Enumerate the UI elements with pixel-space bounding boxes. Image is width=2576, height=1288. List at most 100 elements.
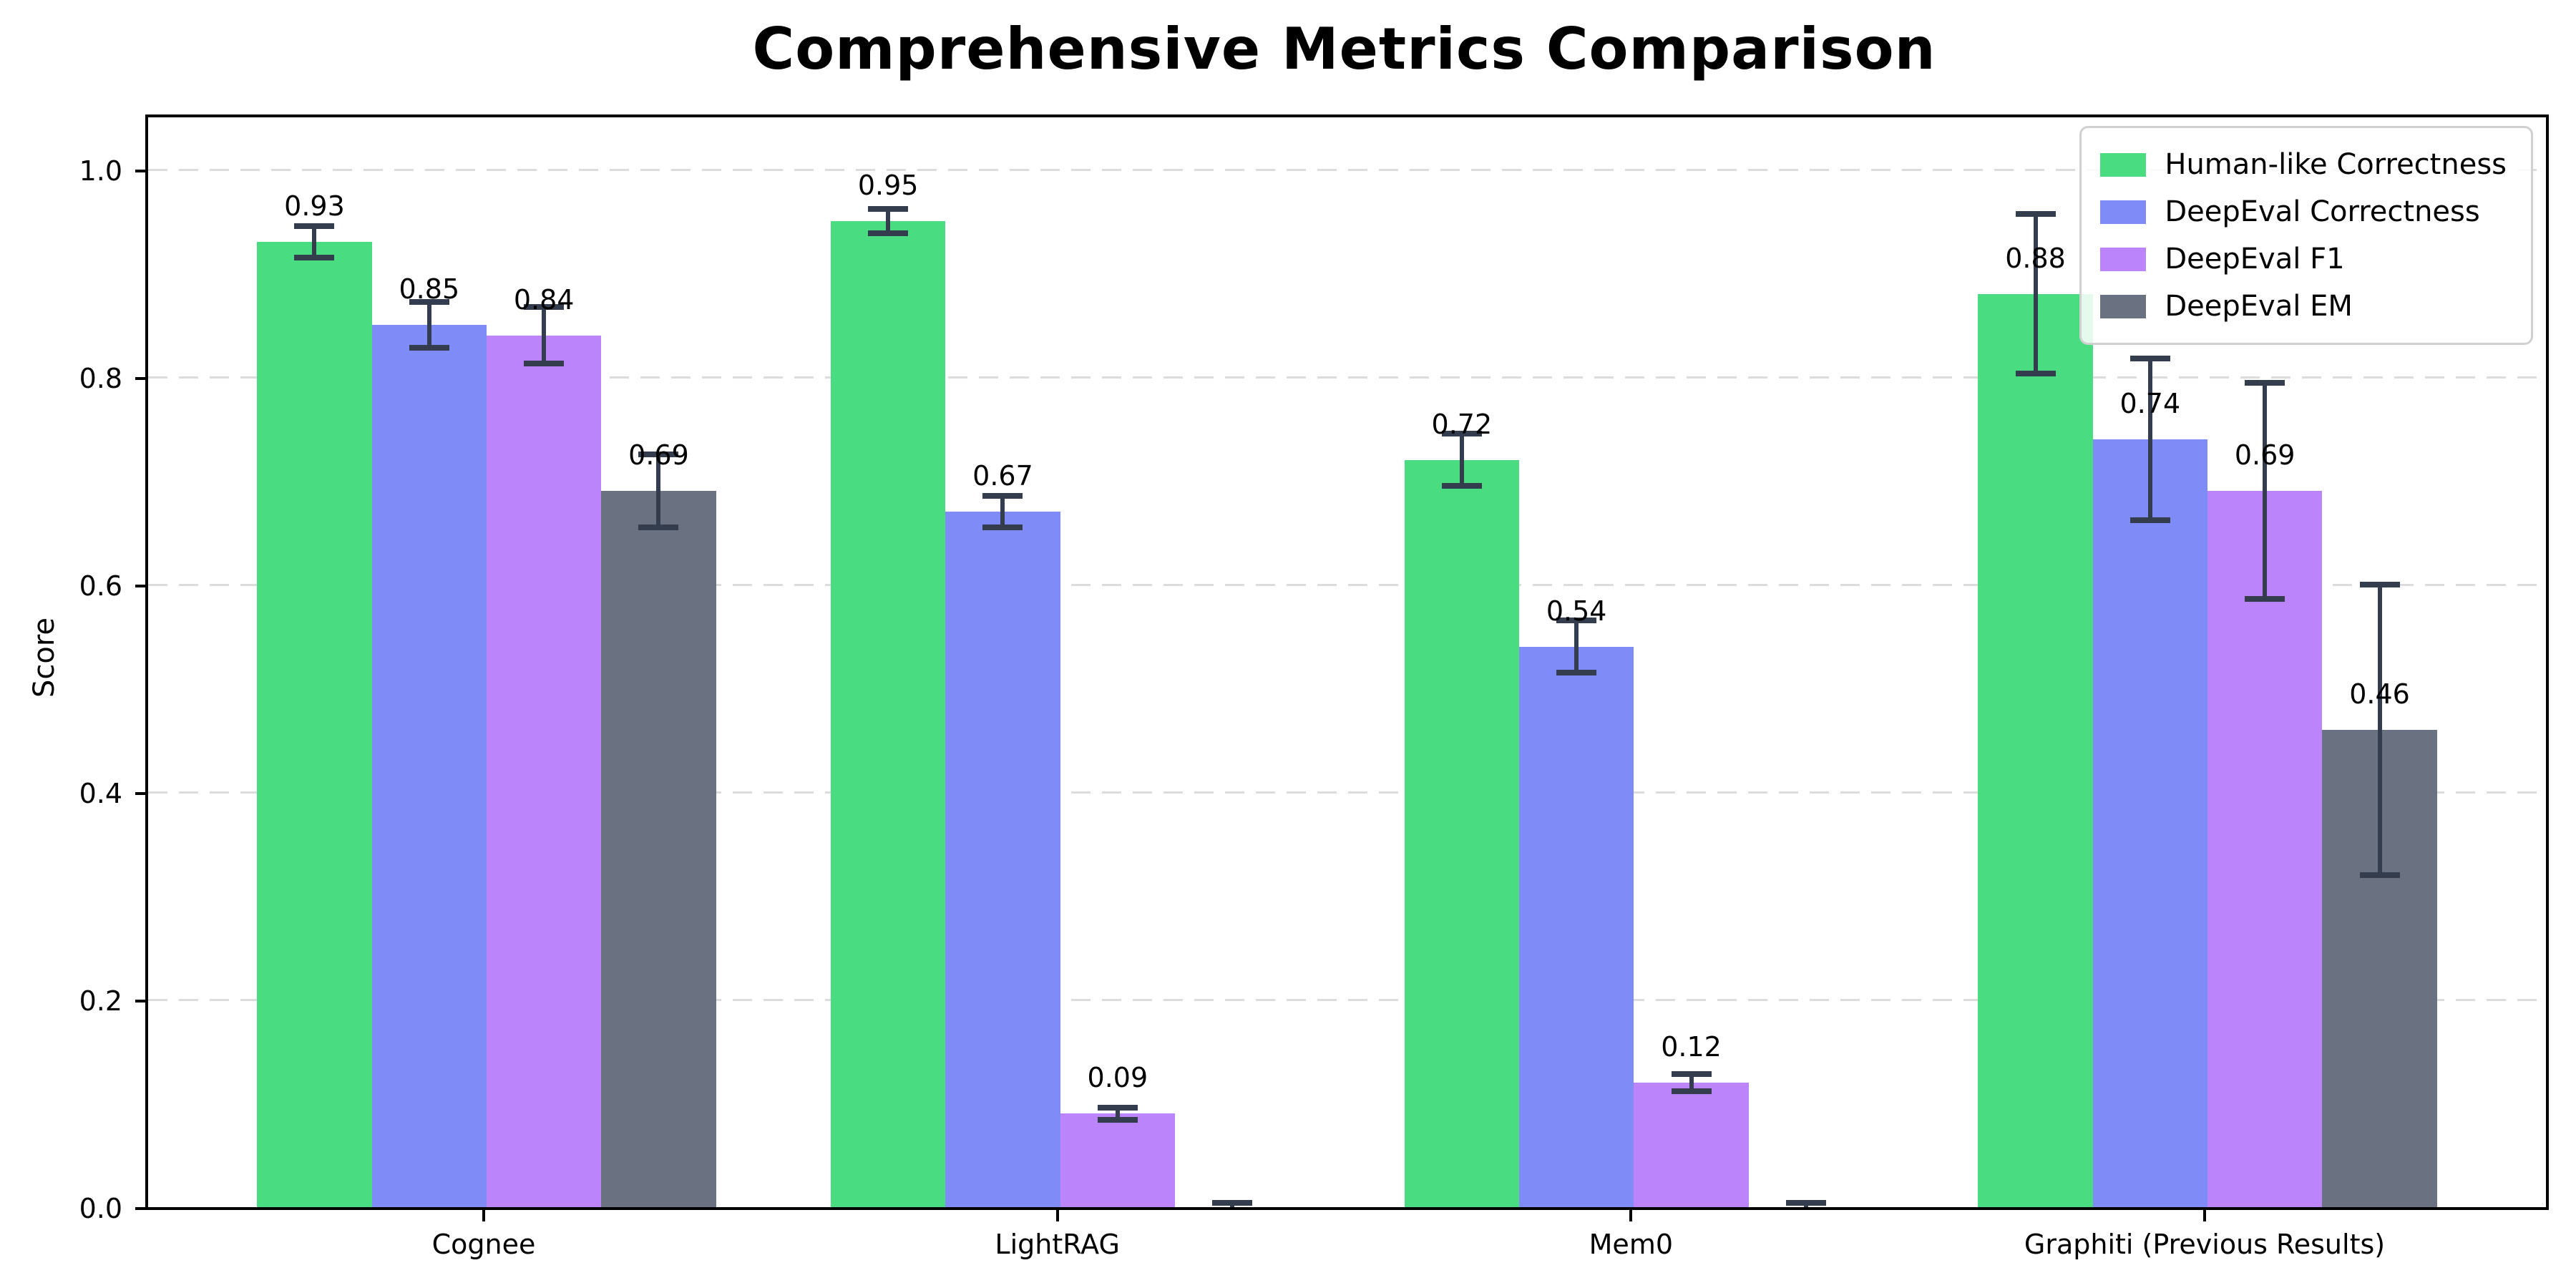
bar [371,325,487,1207]
y-tick-mark [135,791,147,795]
y-tick-mark [135,169,147,172]
bar-value-label: 0.84 [513,283,575,316]
legend-label: DeepEval F1 [2165,243,2345,275]
error-bar-line [542,307,547,364]
error-bar-cap-bottom [2015,371,2056,377]
x-tick-label: Mem0 [1589,1229,1674,1260]
gridline [148,376,2546,379]
bar [1634,1082,1749,1207]
legend-swatch [2100,200,2147,224]
legend-swatch [2100,294,2147,318]
bar-value-label: 0.46 [2349,678,2410,710]
error-bar-line [2033,213,2038,374]
error-bar-line [426,302,431,348]
error-bar-cap-bottom [409,345,449,351]
error-bar-line [1000,496,1005,527]
error-bar-cap-top [1212,1200,1253,1206]
legend-item: DeepEval EM [2100,283,2507,330]
bar-value-label: 0.69 [2234,439,2296,472]
error-bar-cap-top [868,205,909,212]
x-tick-mark [1629,1210,1633,1221]
error-bar-cap-bottom [638,524,679,530]
x-tick-label: Graphiti (Previous Results) [2024,1229,2386,1260]
bar-value-label: 0.72 [1431,408,1493,440]
error-bar-cap-bottom [868,230,909,237]
legend-swatch [2100,247,2147,271]
bar-value-label: 0.67 [972,460,1033,492]
y-tick-label: 0.8 [79,362,122,394]
bar [945,512,1060,1207]
error-bar-cap-top [2015,210,2056,217]
error-bar-line [1115,1107,1120,1121]
y-tick-label: 0.2 [79,985,122,1017]
gridline [148,583,2546,586]
error-bar-cap-top [638,452,679,458]
legend-item: DeepEval F1 [2100,235,2507,283]
bar-value-label: 0.93 [284,190,345,223]
error-bar-cap-bottom [1556,670,1597,675]
x-tick-mark [2203,1210,2206,1221]
y-tick-label: 1.0 [79,155,122,187]
y-tick-mark [135,584,147,587]
bar-value-label: 0.95 [857,170,919,202]
bar [1519,646,1634,1207]
error-bar-line [1689,1074,1694,1091]
error-bar-cap-bottom [982,524,1023,530]
error-bar-line [312,226,317,258]
error-bar-cap-top [1441,431,1482,437]
x-tick-label: LightRAG [995,1229,1120,1260]
error-bar-line [1459,434,1464,486]
bar [601,491,716,1207]
legend-label: Human-like Correctness [2165,148,2507,181]
bar [830,221,946,1207]
bar [2092,439,2207,1207]
error-bar-cap-top [2245,380,2285,386]
error-bar-cap-top [524,304,565,311]
x-tick-mark [482,1210,485,1221]
y-tick-label: 0.6 [79,570,122,602]
legend: Human-like Correctness DeepEval Correctne… [2079,126,2533,345]
error-bar-cap-bottom [1212,1209,1252,1210]
error-bar-line [2263,383,2268,599]
bar [1060,1113,1175,1207]
bar [1404,459,1519,1207]
error-bar-cap-top [982,493,1023,499]
error-bar-cap-bottom [1671,1088,1712,1094]
error-bar-cap-bottom [1441,482,1482,489]
error-bar-cap-bottom [2129,517,2170,523]
bar-value-label: 0.69 [628,439,689,472]
error-bar-cap-bottom [2359,872,2400,878]
error-bar-cap-bottom [1097,1117,1138,1123]
gridline [148,791,2546,794]
y-tick-label: 0.0 [79,1193,122,1224]
legend-item: DeepEval Correctness [2100,188,2507,235]
bar [257,242,372,1207]
legend-item: Human-like Correctness [2100,141,2507,188]
error-bar-cap-top [1785,1200,1826,1206]
y-tick-mark [135,999,147,1002]
bar-value-label: 0.74 [2119,387,2181,419]
bar-value-label: 0.54 [1546,595,1607,627]
error-bar-cap-top [294,223,335,230]
error-bar-cap-top [1556,618,1597,624]
x-tick-label: Cognee [431,1229,536,1260]
error-bar-line [656,454,661,527]
error-bar-cap-bottom [2245,596,2285,602]
legend-label: DeepEval EM [2165,290,2353,323]
y-axis-label: Score [28,617,61,698]
y-tick-label: 0.4 [79,777,122,809]
error-bar-cap-top [2129,355,2170,361]
bar-value-label: 0.88 [2005,242,2066,274]
gridline [148,168,2546,171]
y-tick-mark [135,1207,147,1210]
bar [1978,293,2093,1207]
error-bar-cap-bottom [1786,1209,1826,1210]
bar-value-label: 0.09 [1087,1062,1148,1094]
error-bar-line [2147,358,2152,520]
bar [2207,491,2323,1207]
chart-title: Comprehensive Metrics Comparison [752,16,1936,82]
y-tick-mark [135,376,147,380]
error-bar-cap-top [1671,1071,1712,1078]
gridline [148,998,2546,1001]
